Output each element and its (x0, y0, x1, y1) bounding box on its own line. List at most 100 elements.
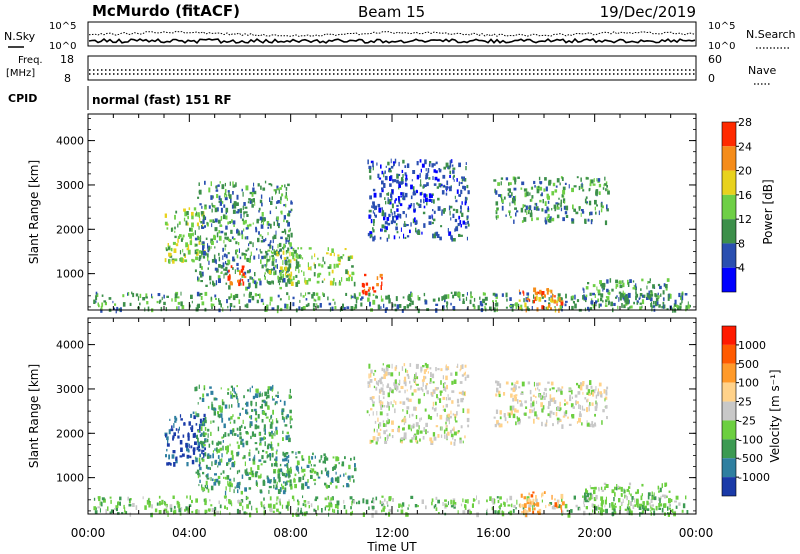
power-cell (265, 269, 268, 272)
velocity-cell (635, 491, 638, 495)
velocity-cell (326, 496, 328, 500)
velocity-cell (586, 497, 588, 500)
velocity-cell (207, 484, 208, 489)
power-cell (458, 194, 462, 197)
velocity-cell (172, 495, 175, 499)
power-cell (607, 190, 610, 195)
power-cell (175, 243, 179, 247)
velocity-cell (516, 416, 518, 420)
velocity-cell (368, 373, 370, 379)
power-cell (215, 185, 218, 189)
velocity-cell (626, 488, 629, 492)
power-cell (224, 192, 226, 198)
power-cell (350, 255, 354, 259)
velocity-cell (220, 387, 222, 390)
velocity-cell (98, 498, 101, 502)
velocity-cell (367, 384, 369, 388)
power-cell (237, 209, 240, 212)
power-cell (313, 262, 315, 266)
velocity-cell (303, 473, 306, 477)
velocity-cell (561, 386, 564, 389)
power-cell (629, 306, 631, 309)
velocity-colorbar-segment (722, 344, 736, 364)
velocity-cell (426, 390, 429, 395)
power-cell (585, 201, 588, 204)
power-cell (585, 196, 588, 199)
velocity-cell (579, 404, 581, 410)
power-cell (263, 218, 266, 222)
velocity-cell (203, 422, 206, 426)
velocity-cell (272, 398, 275, 401)
power-cell (157, 293, 161, 297)
power-cell (324, 261, 326, 265)
velocity-cell (279, 487, 282, 492)
power-cell (604, 220, 608, 226)
power-cell (441, 211, 443, 216)
power-cell (251, 193, 254, 197)
power-cell (573, 208, 576, 212)
velocity-cell (512, 413, 516, 419)
velocity-cell (282, 490, 286, 495)
velocity-cell (534, 503, 537, 506)
velocity-cell (177, 501, 180, 507)
velocity-cell (397, 509, 399, 512)
velocity-cell (229, 421, 232, 424)
velocity-cell (570, 403, 574, 408)
velocity-cell (600, 507, 603, 512)
power-cell (445, 192, 448, 196)
velocity-cell (277, 469, 279, 473)
velocity-cell (503, 502, 506, 507)
velocity-cell (415, 406, 417, 411)
velocity-cell (228, 417, 231, 421)
power-cell (605, 296, 608, 299)
power-cell (523, 204, 526, 207)
velocity-cell (628, 490, 630, 495)
velocity-cell (201, 484, 203, 489)
velocity-cell (221, 417, 224, 423)
power-cell (515, 212, 517, 217)
power-cell (344, 248, 347, 251)
power-cell (174, 293, 178, 299)
power-cell (467, 206, 469, 211)
velocity-cell (386, 420, 390, 425)
power-cell (361, 282, 364, 288)
velocity-cell (521, 504, 525, 508)
power-cell (329, 307, 332, 312)
velocity-cell (434, 504, 437, 508)
velocity-cell (188, 504, 192, 507)
power-cell (200, 221, 203, 224)
velocity-cell (251, 409, 254, 412)
power-cell (672, 308, 674, 313)
velocity-cell (203, 419, 207, 424)
velocity-cell (542, 405, 545, 410)
velocity-cell (282, 472, 286, 477)
power-cell (131, 291, 133, 295)
power-cell (142, 297, 146, 301)
velocity-cell (420, 367, 422, 373)
velocity-cell (259, 489, 263, 493)
noise-sky-trace (88, 37, 696, 45)
power-cell (350, 276, 353, 282)
velocity-cell (403, 376, 407, 382)
velocity-cell (561, 501, 565, 506)
velocity-cell (430, 416, 433, 420)
velocity-cell (617, 485, 620, 488)
velocity-cell (224, 490, 227, 496)
velocity-cell (345, 509, 348, 514)
power-cell (543, 294, 546, 298)
power-cell (590, 179, 594, 184)
velocity-cell (459, 437, 462, 442)
power-cell (249, 223, 252, 227)
power-cell (290, 200, 293, 205)
velocity-cell (228, 459, 230, 465)
velocity-cell (387, 401, 389, 405)
power-cell (159, 299, 162, 303)
power-cell (455, 199, 458, 203)
power-cell (372, 293, 375, 296)
power-cell (619, 293, 622, 297)
velocity-cell (408, 504, 410, 507)
velocity-cell (374, 369, 377, 373)
velocity-cell (220, 413, 223, 418)
velocity-cell (521, 400, 523, 405)
power-cell (508, 194, 512, 198)
